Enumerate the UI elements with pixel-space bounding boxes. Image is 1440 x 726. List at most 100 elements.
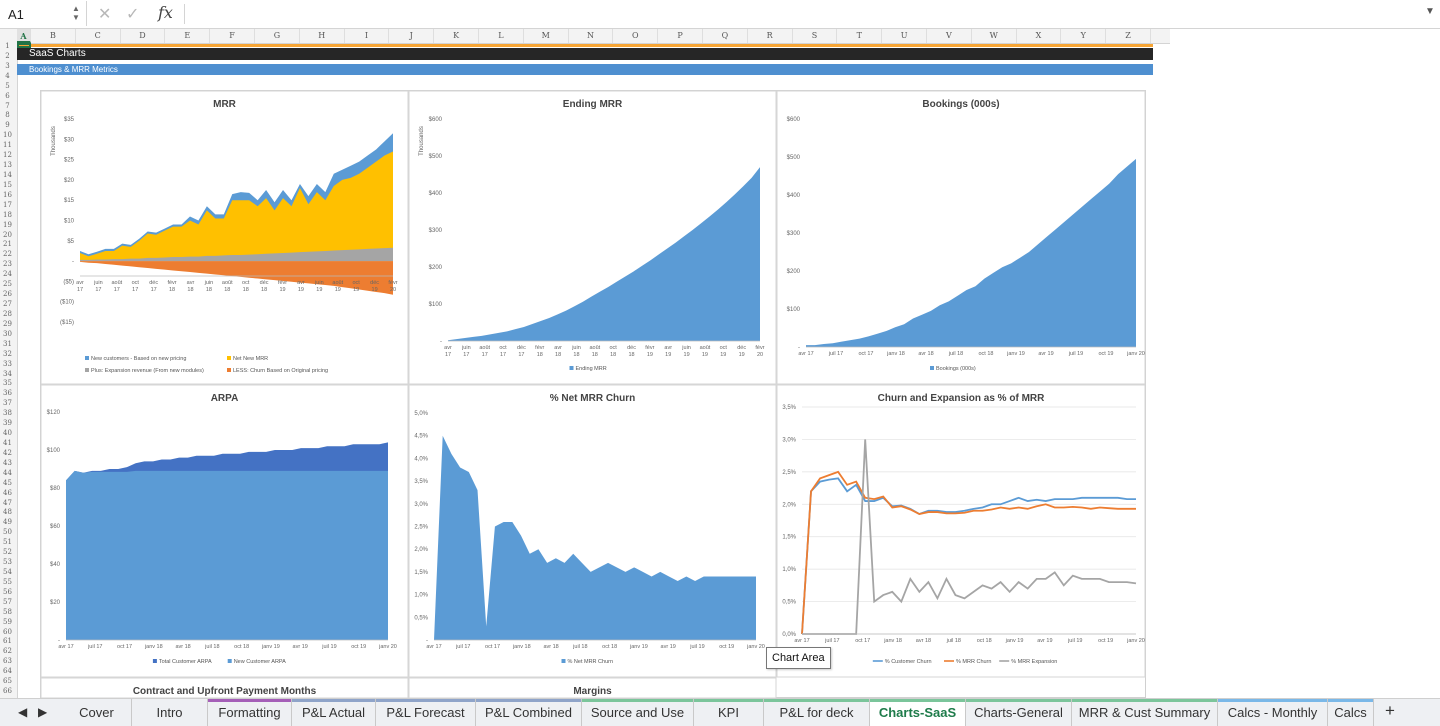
row-header[interactable]: 49 bbox=[3, 518, 12, 527]
row-header[interactable]: 26 bbox=[3, 290, 12, 299]
column-header-h[interactable]: H bbox=[300, 29, 345, 43]
column-header-i[interactable]: I bbox=[345, 29, 390, 43]
column-header-m[interactable]: M bbox=[524, 29, 569, 43]
column-header-s[interactable]: S bbox=[793, 29, 838, 43]
column-header-l[interactable]: L bbox=[479, 29, 524, 43]
row-header[interactable]: 50 bbox=[3, 528, 12, 537]
row-header[interactable]: 56 bbox=[3, 587, 12, 596]
row-header[interactable]: 34 bbox=[3, 369, 12, 378]
row-header[interactable]: 5 bbox=[5, 81, 10, 90]
sheet-tab-p-l-for-deck[interactable]: P&L for deck bbox=[764, 699, 870, 726]
column-header-b[interactable]: B bbox=[31, 29, 76, 43]
row-header[interactable]: 28 bbox=[3, 309, 12, 318]
sheet-tab-cover[interactable]: Cover bbox=[62, 699, 132, 726]
add-sheet-button[interactable]: + bbox=[1385, 701, 1395, 720]
row-header[interactable]: 65 bbox=[3, 677, 12, 686]
column-header-o[interactable]: O bbox=[613, 29, 659, 43]
row-header[interactable]: 13 bbox=[3, 161, 12, 170]
sheet-tab-formatting[interactable]: Formatting bbox=[208, 699, 292, 726]
sheet-tab-intro[interactable]: Intro bbox=[132, 699, 208, 726]
prev-sheet-icon[interactable]: ◀ bbox=[18, 705, 28, 719]
column-header-c[interactable]: C bbox=[76, 29, 121, 43]
column-header-r[interactable]: R bbox=[748, 29, 793, 43]
column-header-p[interactable]: P bbox=[658, 29, 703, 43]
column-header-t[interactable]: T bbox=[837, 29, 883, 43]
column-header-x[interactable]: X bbox=[1017, 29, 1062, 43]
name-box[interactable]: A1 ▲ ▼ bbox=[0, 1, 87, 26]
sheet-tab-mrr-cust-summary[interactable]: MRR & Cust Summary bbox=[1072, 699, 1218, 726]
row-header[interactable]: 48 bbox=[3, 508, 12, 517]
column-header-w[interactable]: W bbox=[972, 29, 1017, 43]
column-header-g[interactable]: G bbox=[255, 29, 300, 43]
function-icon[interactable]: fx bbox=[158, 3, 173, 22]
sheet-tab-charts-saas[interactable]: Charts-SaaS bbox=[870, 699, 966, 726]
row-header[interactable]: 55 bbox=[3, 577, 12, 586]
row-header[interactable]: 52 bbox=[3, 548, 12, 557]
row-header[interactable]: 4 bbox=[5, 71, 10, 80]
close-icon[interactable]: ✕ bbox=[98, 6, 112, 23]
row-header[interactable]: 14 bbox=[3, 171, 12, 179]
column-header-e[interactable]: E bbox=[165, 29, 211, 43]
column-header-k[interactable]: K bbox=[434, 29, 479, 43]
row-header[interactable]: 43 bbox=[3, 458, 12, 467]
column-header-z[interactable]: Z bbox=[1106, 29, 1151, 43]
column-header-n[interactable]: N bbox=[569, 29, 614, 43]
row-header[interactable]: 23 bbox=[3, 260, 12, 269]
row-header[interactable]: 21 bbox=[3, 240, 12, 249]
row-header[interactable]: 66 bbox=[3, 687, 12, 696]
column-header-d[interactable]: D bbox=[121, 29, 166, 43]
sheet-tab-calcs-monthly[interactable]: Calcs - Monthly bbox=[1218, 699, 1328, 726]
sheet-tab-kpi[interactable]: KPI bbox=[694, 699, 764, 726]
row-header[interactable]: 30 bbox=[3, 329, 12, 338]
row-header[interactable]: 16 bbox=[3, 190, 12, 199]
next-sheet-icon[interactable]: ▶ bbox=[38, 705, 48, 719]
column-header-a[interactable]: A bbox=[17, 29, 31, 43]
row-header[interactable]: 51 bbox=[3, 538, 12, 547]
sheet-tab-source-and-use[interactable]: Source and Use bbox=[582, 699, 694, 726]
row-header[interactable]: 32 bbox=[3, 349, 12, 358]
row-header[interactable]: 45 bbox=[3, 478, 12, 487]
check-icon[interactable]: ✓ bbox=[126, 6, 140, 23]
row-header[interactable]: 41 bbox=[3, 438, 12, 447]
row-header[interactable]: 42 bbox=[3, 448, 12, 457]
chevron-up-down-icon[interactable]: ▲ ▼ bbox=[72, 4, 80, 22]
column-header-j[interactable]: J bbox=[389, 29, 435, 43]
row-header[interactable]: 25 bbox=[3, 280, 12, 289]
row-header[interactable]: 2 bbox=[5, 51, 10, 60]
row-header[interactable]: 38 bbox=[3, 409, 12, 418]
row-header[interactable]: 60 bbox=[3, 627, 12, 636]
sheet-tab-p-l-forecast[interactable]: P&L Forecast bbox=[376, 699, 476, 726]
column-header-q[interactable]: Q bbox=[703, 29, 748, 43]
sheet-tab-charts-general[interactable]: Charts-General bbox=[966, 699, 1072, 726]
column-header-u[interactable]: U bbox=[882, 29, 927, 43]
row-header[interactable]: 15 bbox=[3, 180, 12, 189]
row-header[interactable]: 33 bbox=[3, 359, 12, 368]
row-header[interactable]: 61 bbox=[3, 637, 12, 646]
row-header[interactable]: 3 bbox=[5, 61, 10, 70]
row-header[interactable]: 8 bbox=[5, 111, 10, 120]
row-header[interactable]: 64 bbox=[3, 667, 12, 676]
row-header[interactable]: 59 bbox=[3, 617, 12, 626]
row-header[interactable]: 40 bbox=[3, 429, 12, 438]
row-header[interactable]: 47 bbox=[3, 498, 12, 507]
row-header[interactable]: 62 bbox=[3, 647, 12, 656]
sheet-tab-p-l-combined[interactable]: P&L Combined bbox=[476, 699, 582, 726]
row-header[interactable]: 46 bbox=[3, 488, 12, 497]
row-header[interactable]: 63 bbox=[3, 657, 12, 666]
row-header[interactable]: 53 bbox=[3, 558, 12, 567]
row-header[interactable]: 20 bbox=[3, 230, 12, 239]
row-header[interactable]: 27 bbox=[3, 300, 12, 309]
row-header[interactable]: 39 bbox=[3, 419, 12, 428]
row-header[interactable]: 35 bbox=[3, 379, 12, 388]
row-header[interactable]: 22 bbox=[3, 250, 12, 259]
row-header[interactable]: 7 bbox=[5, 101, 10, 110]
row-header[interactable]: 12 bbox=[3, 151, 12, 160]
row-header[interactable]: 29 bbox=[3, 319, 12, 328]
row-header[interactable]: 17 bbox=[3, 200, 12, 209]
row-header[interactable]: 57 bbox=[3, 597, 12, 606]
row-header[interactable]: 19 bbox=[3, 220, 12, 229]
row-header[interactable]: 9 bbox=[5, 121, 10, 130]
row-header[interactable]: 10 bbox=[3, 131, 12, 140]
row-header[interactable]: 44 bbox=[3, 468, 12, 477]
column-header-y[interactable]: Y bbox=[1061, 29, 1107, 43]
